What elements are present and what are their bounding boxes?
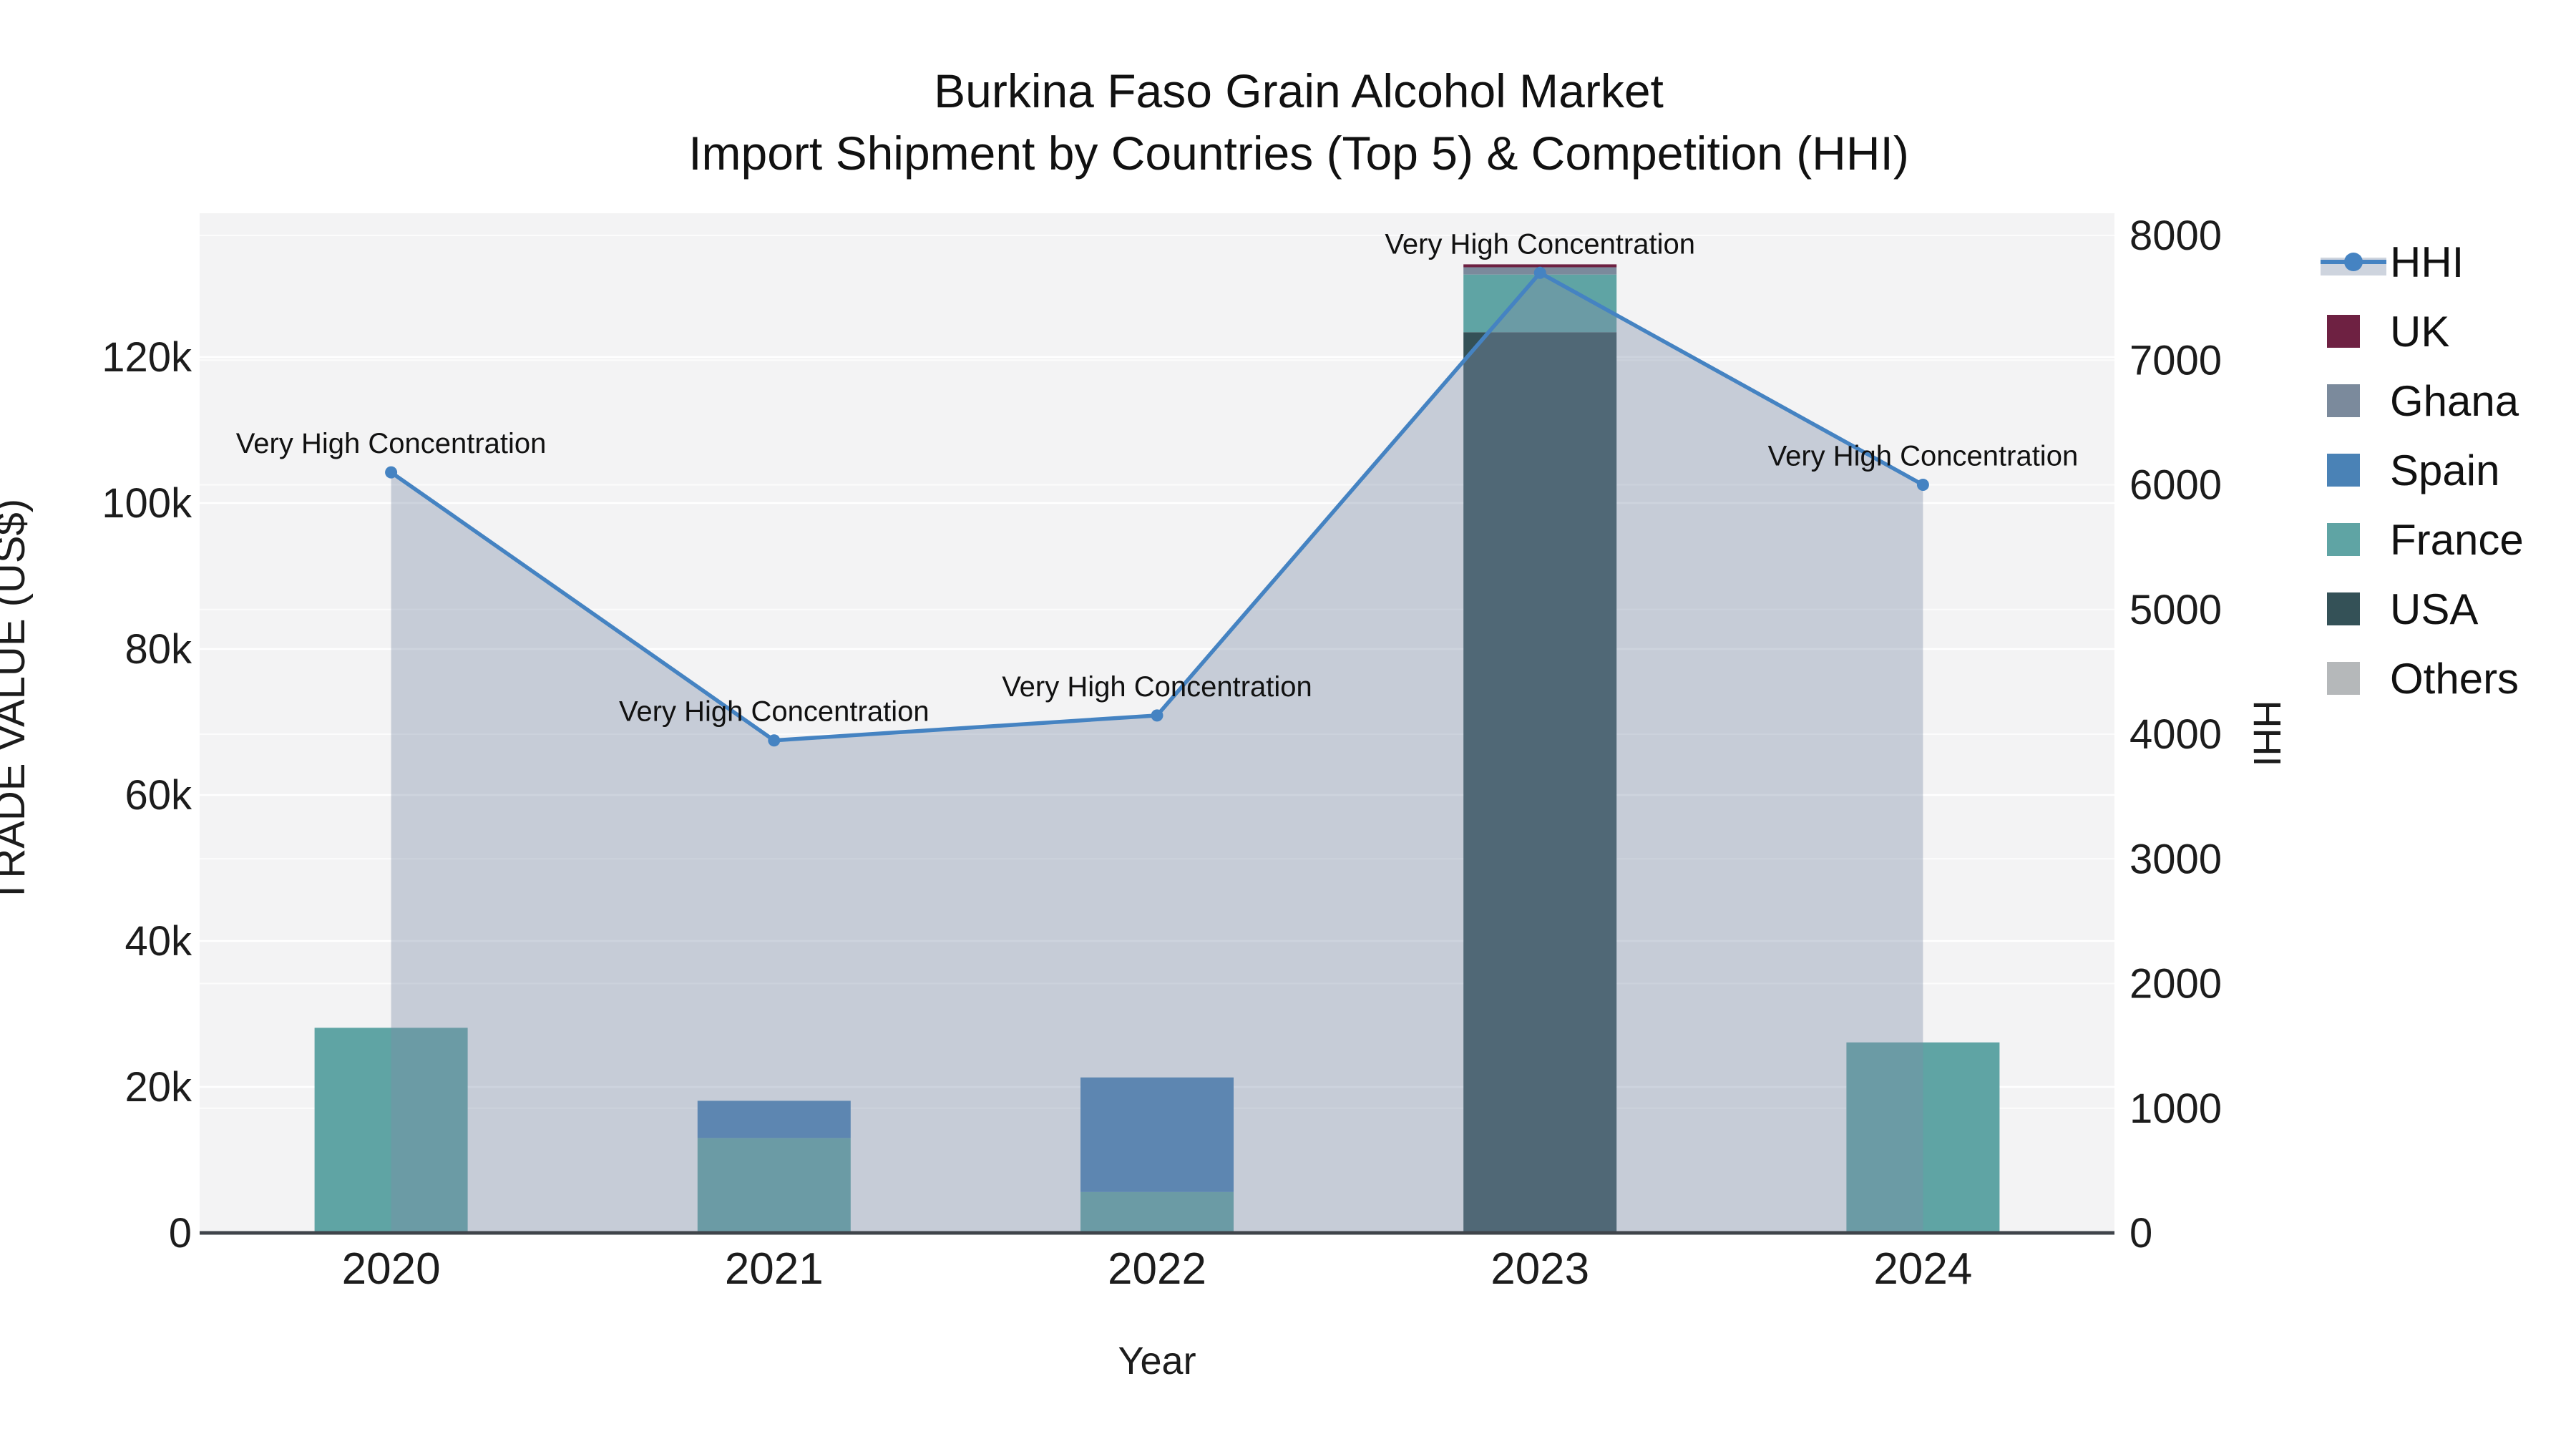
x-tick-2022: 2022 xyxy=(1108,1244,1206,1294)
bar-group-2023 xyxy=(1463,264,1617,1234)
bar-segment-france-2023[interactable] xyxy=(1463,274,1617,333)
bar-group-2022 xyxy=(1080,1077,1234,1233)
y-right-tick-0: 0 xyxy=(2129,1210,2152,1257)
bar-segment-spain-2021[interactable] xyxy=(697,1101,851,1138)
legend-label-others: Others xyxy=(2390,655,2519,703)
x-tick-2021: 2021 xyxy=(725,1244,824,1294)
hhi-point-2021[interactable] xyxy=(768,734,781,747)
y-axis-title-right: HHI xyxy=(2245,701,2288,767)
hhi-point-2023[interactable] xyxy=(1533,266,1546,279)
y-right-tick-5000: 5000 xyxy=(2129,587,2222,633)
legend-label-hhi: HHI xyxy=(2390,238,2464,286)
legend-swatch-others xyxy=(2327,662,2360,695)
legend-item-ghana[interactable]: Ghana xyxy=(2327,377,2519,425)
chart-title-line1: Burkina Faso Grain Alcohol Market xyxy=(934,64,1664,117)
hhi-point-2024[interactable] xyxy=(1916,479,1929,492)
y-left-tick-80k: 80k xyxy=(125,626,192,673)
bar-segment-france-2021[interactable] xyxy=(697,1138,851,1233)
y-right-tick-8000: 8000 xyxy=(2129,213,2222,259)
legend-swatch-spain xyxy=(2327,454,2360,487)
legend-swatch-uk xyxy=(2327,315,2360,348)
y-left-tick-60k: 60k xyxy=(125,772,192,819)
legend-item-hhi[interactable]: HHI xyxy=(2321,238,2464,286)
y-right-tick-6000: 6000 xyxy=(2129,462,2222,509)
bar-group-2021 xyxy=(697,1101,851,1233)
bar-segment-france-2024[interactable] xyxy=(1846,1042,2000,1233)
x-tick-2020: 2020 xyxy=(342,1244,441,1294)
legend-label-france: France xyxy=(2390,516,2524,564)
bar-segment-uk-2023[interactable] xyxy=(1463,264,1617,268)
annotation-2021: Very High Concentration xyxy=(619,696,930,728)
plot-area xyxy=(200,213,2114,1233)
legend-item-spain[interactable]: Spain xyxy=(2327,447,2499,494)
legend-swatch-ghana xyxy=(2327,384,2360,417)
y-right-tick-7000: 7000 xyxy=(2129,337,2222,384)
legend-item-others[interactable]: Others xyxy=(2327,655,2519,703)
bar-segment-usa-2023[interactable] xyxy=(1463,332,1617,1234)
y-left-tick-100k: 100k xyxy=(102,480,192,527)
hhi-point-2020[interactable] xyxy=(385,466,398,479)
legend-item-usa[interactable]: USA xyxy=(2327,585,2478,633)
hhi-point-2022[interactable] xyxy=(1151,709,1163,722)
legend-swatch-france xyxy=(2327,523,2360,556)
y-left-tick-40k: 40k xyxy=(125,918,192,965)
y-axis-title-left: TRADE VALUE (US$) xyxy=(0,499,34,904)
annotation-2020: Very High Concentration xyxy=(236,428,547,459)
bar-segment-spain-2022[interactable] xyxy=(1080,1077,1234,1192)
legend-item-uk[interactable]: UK xyxy=(2327,308,2449,356)
x-tick-2024: 2024 xyxy=(1873,1244,1972,1294)
annotation-2023: Very High Concentration xyxy=(1385,228,1695,260)
annotation-2024: Very High Concentration xyxy=(1768,441,2079,472)
y-right-tick-1000: 1000 xyxy=(2129,1085,2222,1132)
annotation-2022: Very High Concentration xyxy=(1002,671,1312,703)
bar-group-2020 xyxy=(314,1028,468,1233)
legend-hhi-marker-sample xyxy=(2344,253,2363,271)
x-tick-2023: 2023 xyxy=(1491,1244,1589,1294)
y-right-tick-3000: 3000 xyxy=(2129,836,2222,882)
y-right-tick-2000: 2000 xyxy=(2129,961,2222,1008)
legend-swatch-usa xyxy=(2327,592,2360,625)
x-axis-title: Year xyxy=(1118,1340,1196,1382)
y-right-tick-4000: 4000 xyxy=(2129,711,2222,758)
legend-label-usa: USA xyxy=(2390,585,2478,633)
legend-label-spain: Spain xyxy=(2390,447,2499,494)
bar-segment-france-2022[interactable] xyxy=(1080,1191,1234,1233)
chart-title-line2: Import Shipment by Countries (Top 5) & C… xyxy=(688,127,1909,180)
y-left-tick-120k: 120k xyxy=(102,334,192,381)
legend-label-uk: UK xyxy=(2390,308,2449,356)
y-left-tick-0: 0 xyxy=(169,1210,192,1257)
hhi-area-fill xyxy=(391,273,1923,1233)
legend-item-france[interactable]: France xyxy=(2327,516,2524,564)
bar-group-2024 xyxy=(1846,1042,2000,1233)
legend-label-ghana: Ghana xyxy=(2390,377,2519,425)
bar-segment-france-2020[interactable] xyxy=(314,1028,468,1233)
y-left-tick-20k: 20k xyxy=(125,1064,192,1111)
